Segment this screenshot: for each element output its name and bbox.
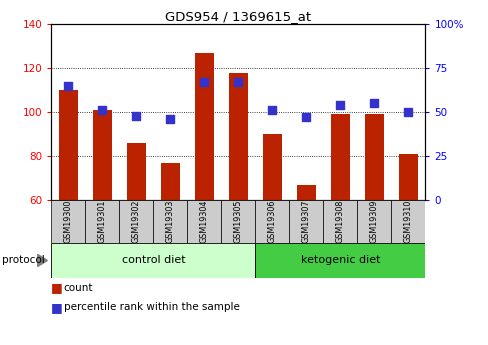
Bar xyxy=(93,110,111,200)
Text: ■: ■ xyxy=(51,300,63,314)
Bar xyxy=(161,163,180,200)
Bar xyxy=(51,200,85,243)
Text: percentile rank within the sample: percentile rank within the sample xyxy=(63,302,239,312)
Bar xyxy=(255,200,289,243)
Bar xyxy=(228,72,247,200)
Text: GSM19307: GSM19307 xyxy=(301,200,310,244)
Text: ■: ■ xyxy=(51,281,63,294)
Bar xyxy=(263,134,281,200)
Bar xyxy=(357,200,390,243)
Bar xyxy=(398,154,417,200)
Text: protocol: protocol xyxy=(2,256,45,265)
Point xyxy=(302,115,310,120)
Bar xyxy=(85,200,119,243)
Text: GSM19304: GSM19304 xyxy=(200,200,208,243)
Text: GSM19310: GSM19310 xyxy=(403,200,412,243)
Text: GSM19303: GSM19303 xyxy=(165,200,175,243)
Point xyxy=(64,83,72,89)
Point xyxy=(200,79,208,85)
Bar xyxy=(187,200,221,243)
Point xyxy=(404,109,411,115)
Bar xyxy=(51,243,255,278)
Text: GSM19306: GSM19306 xyxy=(267,200,276,243)
Polygon shape xyxy=(38,255,47,266)
Point xyxy=(166,116,174,122)
Point xyxy=(336,102,344,108)
Point xyxy=(132,113,140,118)
Bar xyxy=(127,143,145,200)
Text: GSM19302: GSM19302 xyxy=(132,200,141,244)
Text: control diet: control diet xyxy=(122,256,185,265)
Bar xyxy=(390,200,425,243)
Bar xyxy=(59,90,78,200)
Bar xyxy=(289,200,323,243)
Bar xyxy=(255,243,425,278)
Point xyxy=(234,79,242,85)
Title: GDS954 / 1369615_at: GDS954 / 1369615_at xyxy=(165,10,311,23)
Point xyxy=(370,101,378,106)
Bar xyxy=(119,200,153,243)
Text: GSM19301: GSM19301 xyxy=(98,200,107,243)
Text: count: count xyxy=(63,283,93,293)
Bar xyxy=(221,200,255,243)
Bar xyxy=(330,114,349,200)
Bar xyxy=(195,53,213,200)
Bar xyxy=(296,185,315,200)
Point xyxy=(268,108,276,113)
Text: GSM19305: GSM19305 xyxy=(233,200,243,244)
Bar xyxy=(323,200,357,243)
Bar xyxy=(153,200,187,243)
Text: GSM19309: GSM19309 xyxy=(369,200,378,244)
Text: GSM19308: GSM19308 xyxy=(335,200,344,243)
Text: GSM19300: GSM19300 xyxy=(64,200,73,243)
Bar xyxy=(365,114,383,200)
Text: ketogenic diet: ketogenic diet xyxy=(300,256,379,265)
Point xyxy=(98,108,106,113)
